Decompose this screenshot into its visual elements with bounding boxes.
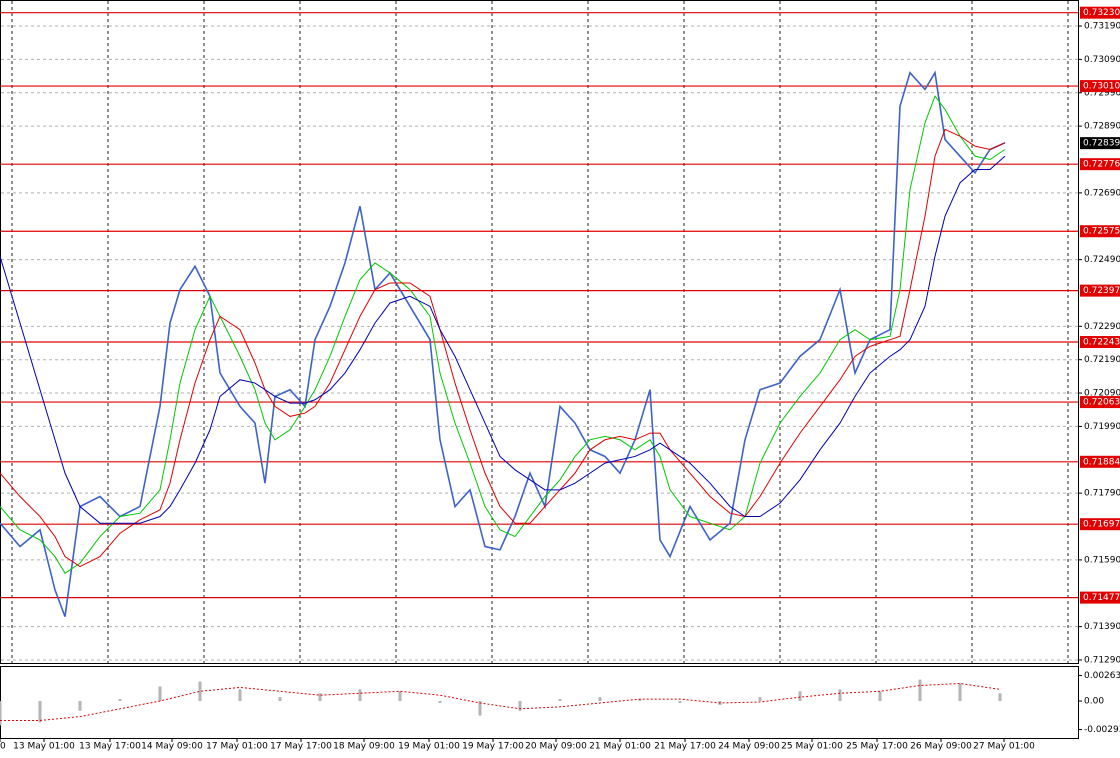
- y-tick-label: 0.73190: [1084, 22, 1120, 32]
- level-label: 0.72063: [1083, 398, 1120, 408]
- level-label: 0.71477: [1083, 593, 1120, 603]
- level-label-box: [1080, 455, 1120, 468]
- y-tick-label: 0.00: [1084, 697, 1104, 707]
- level-label: 0.71697: [1083, 520, 1120, 530]
- histogram-bar: [358, 689, 362, 702]
- x-tick-label: 19 May 17:00: [462, 742, 524, 752]
- histogram-bar: [758, 697, 762, 702]
- main-panel-frame: [0, 0, 1079, 664]
- level-label: 0.72575: [1083, 227, 1120, 237]
- x-tick-label: 18 May 09:00: [333, 742, 395, 752]
- y-tick-label: 0.72990: [1084, 88, 1120, 98]
- histogram-bar: [798, 691, 802, 702]
- histogram-bar: [78, 701, 82, 711]
- level-label-box: [1080, 518, 1120, 531]
- x-tick-label: 13 May 17:00: [79, 742, 141, 752]
- current-price-box: [1080, 137, 1120, 150]
- y-tick-label: 0.71390: [1084, 622, 1120, 632]
- histogram-bar: [838, 689, 842, 702]
- y-tick-label: 0.00263: [1084, 671, 1120, 681]
- histogram-bar: [678, 701, 682, 703]
- x-tick-label: 00: [0, 742, 6, 752]
- x-tick-label: 21 May 01:00: [589, 742, 651, 752]
- y-tick-label: 0.71790: [1084, 489, 1120, 499]
- histogram-bar: [478, 701, 482, 716]
- histogram-bar: [0, 701, 2, 726]
- series-line: [0, 155, 1006, 524]
- level-label-box: [1080, 284, 1120, 297]
- y-tick-label: 0.72890: [1084, 122, 1120, 132]
- current-price-label: 0.72839: [1083, 139, 1120, 149]
- y-tick-label: 0.73090: [1084, 55, 1120, 65]
- y-tick-label: 0.71990: [1084, 422, 1120, 432]
- histogram-bar: [158, 686, 162, 702]
- y-tick-label: 0.72690: [1084, 188, 1120, 198]
- histogram-bar: [638, 699, 642, 702]
- level-label-box: [1080, 225, 1120, 238]
- x-tick-label: 19 May 01:00: [398, 742, 460, 752]
- y-tick-label: 0.71290: [1084, 655, 1120, 665]
- series-line: [0, 70, 1006, 617]
- histogram-bar: [998, 693, 1002, 702]
- x-tick-label: 25 May 17:00: [846, 742, 908, 752]
- y-tick-label: 0.71590: [1084, 555, 1120, 565]
- level-label-box: [1080, 158, 1120, 171]
- x-tick-label: 20 May 09:00: [525, 742, 587, 752]
- x-tick-label: 21 May 17:00: [654, 742, 716, 752]
- y-tick-label: 0.72090: [1084, 389, 1120, 399]
- histogram-bar: [878, 691, 882, 702]
- level-label: 0.72397: [1083, 286, 1120, 296]
- y-tick-label: 0.72490: [1084, 255, 1120, 265]
- histogram-bar: [38, 701, 42, 723]
- histogram-bar: [198, 681, 202, 702]
- histogram-bar: [118, 699, 122, 702]
- histogram-bar: [918, 679, 922, 702]
- level-label-box: [1080, 396, 1120, 409]
- x-tick-label: 25 May 01:00: [781, 742, 843, 752]
- x-tick-label: 17 May 01:00: [206, 742, 268, 752]
- x-tick-label: 13 May 01:00: [13, 742, 75, 752]
- y-tick-label: 0.72190: [1084, 355, 1120, 365]
- level-label-box: [1080, 336, 1120, 349]
- level-label-box: [1080, 80, 1120, 93]
- level-label-box: [1080, 6, 1120, 19]
- histogram-bar: [398, 691, 402, 702]
- level-label: 0.71884: [1083, 457, 1120, 467]
- x-tick-label: 27 May 01:00: [973, 742, 1035, 752]
- histogram-bar: [238, 689, 242, 702]
- x-tick-label: 24 May 09:00: [718, 742, 780, 752]
- histogram-bar: [518, 701, 522, 711]
- level-label-box: [1080, 591, 1120, 604]
- level-label: 0.73230: [1083, 8, 1120, 18]
- series-line: [0, 95, 1006, 574]
- level-label: 0.72243: [1083, 338, 1120, 348]
- x-tick-label: 17 May 17:00: [270, 742, 332, 752]
- level-label: 0.72776: [1083, 160, 1120, 170]
- histogram-bar: [558, 699, 562, 702]
- y-tick-label: -0.00293: [1084, 725, 1120, 735]
- histogram-bar: [438, 701, 442, 703]
- histogram-bar: [318, 693, 322, 702]
- histogram-bar: [598, 697, 602, 702]
- x-tick-label: 14 May 09:00: [141, 742, 203, 752]
- series-line: [0, 128, 1006, 568]
- x-tick-label: 26 May 09:00: [910, 742, 972, 752]
- level-label: 0.73010: [1083, 82, 1120, 92]
- histogram-bar: [958, 683, 962, 702]
- y-tick-label: 0.72290: [1084, 322, 1120, 332]
- signal-line: [0, 683, 1001, 721]
- histogram-bar: [278, 697, 282, 702]
